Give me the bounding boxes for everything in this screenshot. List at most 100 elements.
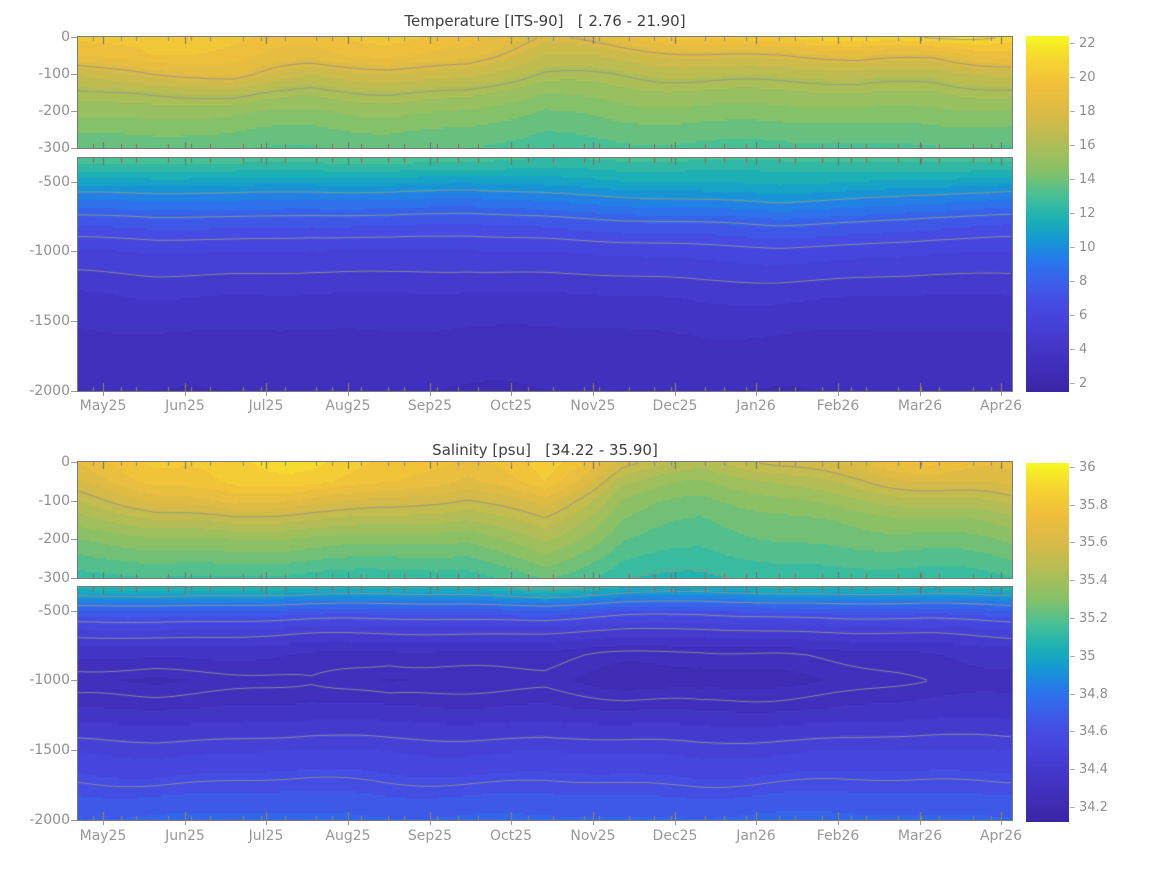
y-tick-label: -1000 [29,243,70,260]
y-tick-mark [71,539,77,540]
colorbar-tick-mark [1070,315,1075,316]
colorbar-tick-mark [1070,580,1075,581]
colorbar-tick-label: 14 [1079,172,1096,188]
colorbar-tick-label: 36 [1079,459,1096,475]
colorbar-tick-mark [1070,111,1075,112]
y-tick-label: -100 [38,492,70,509]
colorbar-tick-mark [1070,281,1075,282]
y-tick-label: -1500 [29,313,70,330]
y-tick-mark [71,74,77,75]
y-tick-label: -100 [38,66,70,82]
colorbar-tick-mark [1070,43,1075,44]
x-tick-label: Nov25 [570,828,616,844]
x-tick-label: Nov25 [570,398,616,414]
x-tick-mark [838,821,839,825]
y-tick-mark [71,501,77,502]
y-tick-label: -200 [38,531,70,548]
colorbar-tick-label: 20 [1079,69,1096,85]
colorbar-tick-label: 2 [1079,376,1088,392]
x-tick-mark [920,392,921,396]
y-tick-mark [71,578,77,579]
x-tick-mark [675,821,676,825]
x-tick-mark [430,392,431,396]
x-tick-label: May25 [79,398,127,414]
colorbar-tick-label: 22 [1079,35,1096,51]
y-tick-label: 0 [61,29,70,45]
colorbar-tick-mark [1070,505,1075,506]
colorbar-tick-label: 8 [1079,274,1088,290]
temperature-chart-title: Temperature [ITS-90] [ 2.76 - 21.90] [404,12,686,30]
x-tick-mark [348,821,349,825]
colorbar-tick-label: 10 [1079,240,1096,256]
colorbar-tick-mark [1070,656,1075,657]
colorbar-tick-mark [1070,247,1075,248]
y-tick-mark [71,750,77,751]
x-tick-mark [756,392,757,396]
salinity-colorbar [1026,463,1069,822]
x-tick-label: Oct25 [489,398,533,414]
x-tick-mark [511,821,512,825]
colorbar-tick-mark [1070,769,1075,770]
colorbar-tick-mark [1070,213,1075,214]
x-tick-mark [430,821,431,825]
colorbar-tick-mark [1070,349,1075,350]
colorbar-tick-label: 35.2 [1079,610,1108,626]
y-tick-label: -200 [38,103,70,119]
x-tick-label: Jun25 [165,828,205,844]
salinity-upper-contour-panel [77,461,1013,579]
y-tick-mark [71,820,77,821]
x-tick-label: Feb26 [816,398,860,414]
y-tick-mark [71,148,77,149]
x-tick-mark [185,392,186,396]
x-tick-mark [103,392,104,396]
y-tick-mark [71,680,77,681]
x-tick-mark [1001,821,1002,825]
x-tick-label: Mar26 [897,398,943,414]
x-tick-label: Aug25 [325,398,371,414]
colorbar-tick-mark [1070,179,1075,180]
y-tick-label: 0 [61,454,70,470]
y-tick-label: -1500 [29,742,70,759]
x-tick-mark [103,821,104,825]
x-tick-mark [593,392,594,396]
colorbar-tick-mark [1070,145,1075,146]
x-tick-label: Apr26 [979,828,1023,844]
colorbar-tick-label: 35 [1079,648,1096,664]
y-tick-mark [71,321,77,322]
x-tick-mark [348,392,349,396]
x-tick-mark [511,392,512,396]
y-tick-mark [71,611,77,612]
x-tick-mark [266,392,267,396]
salinity-chart-title: Salinity [psu] [34.22 - 35.90] [432,441,658,459]
x-tick-mark [1001,392,1002,396]
x-tick-mark [675,392,676,396]
colorbar-tick-label: 16 [1079,138,1096,153]
x-tick-label: Oct25 [489,828,533,844]
x-tick-label: Feb26 [816,828,860,844]
colorbar-tick-label: 34.8 [1079,686,1108,702]
y-tick-mark [71,182,77,183]
y-tick-label: -300 [38,570,70,586]
colorbar-tick-label: 34.2 [1079,799,1108,815]
colorbar-tick-label: 18 [1079,103,1096,119]
colorbar-tick-label: 34.6 [1079,724,1108,740]
colorbar-tick-label: 35.6 [1079,535,1108,551]
x-tick-label: Dec25 [652,398,698,414]
x-tick-mark [838,392,839,396]
y-tick-mark [71,251,77,252]
colorbar-tick-mark [1070,807,1075,808]
x-tick-label: Aug25 [325,828,371,844]
temperature-upper-contour-panel [77,36,1013,149]
y-tick-mark [71,462,77,463]
colorbar-tick-mark [1070,77,1075,78]
x-tick-label: Jan26 [736,398,776,414]
y-tick-label: -1000 [29,672,70,689]
x-tick-mark [185,821,186,825]
x-tick-label: Apr26 [979,398,1023,414]
temperature-colorbar [1026,36,1069,392]
x-tick-mark [593,821,594,825]
colorbar-tick-label: 35.8 [1079,497,1108,513]
x-tick-label: Jul25 [248,828,284,844]
x-tick-mark [266,821,267,825]
